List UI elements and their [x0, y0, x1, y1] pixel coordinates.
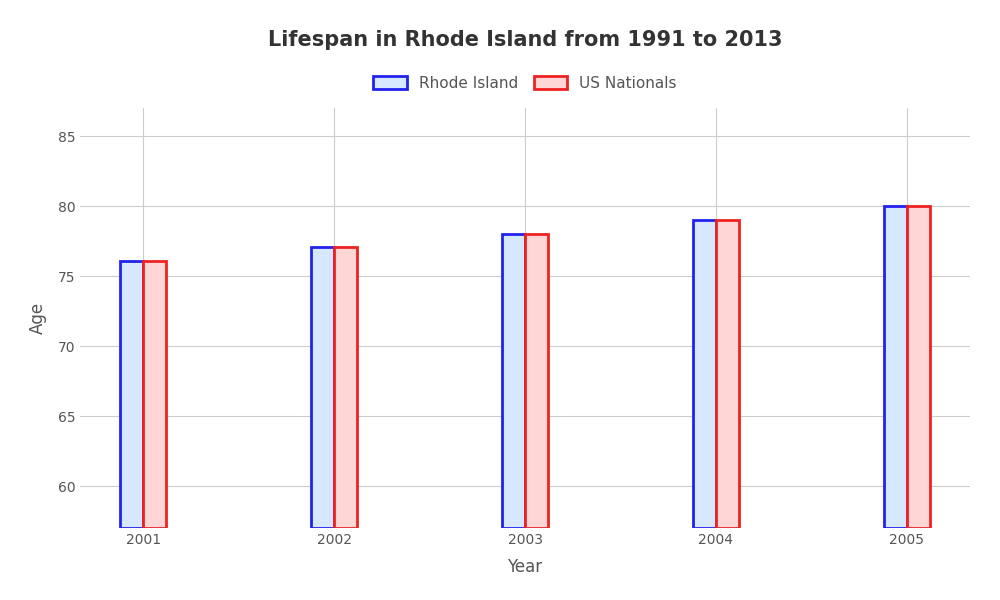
- Bar: [143, 260, 166, 528]
- Bar: [311, 247, 334, 528]
- Y-axis label: Age: Age: [28, 302, 46, 334]
- Title: Lifespan in Rhode Island from 1991 to 2013: Lifespan in Rhode Island from 1991 to 20…: [268, 29, 782, 49]
- Bar: [716, 220, 739, 528]
- Bar: [502, 234, 525, 528]
- Bar: [334, 247, 357, 528]
- Bar: [884, 206, 907, 528]
- Bar: [693, 220, 716, 528]
- X-axis label: Year: Year: [507, 558, 543, 576]
- Bar: [907, 206, 930, 528]
- Bar: [120, 260, 143, 528]
- Bar: [525, 234, 548, 528]
- Legend: Rhode Island, US Nationals: Rhode Island, US Nationals: [367, 70, 683, 97]
